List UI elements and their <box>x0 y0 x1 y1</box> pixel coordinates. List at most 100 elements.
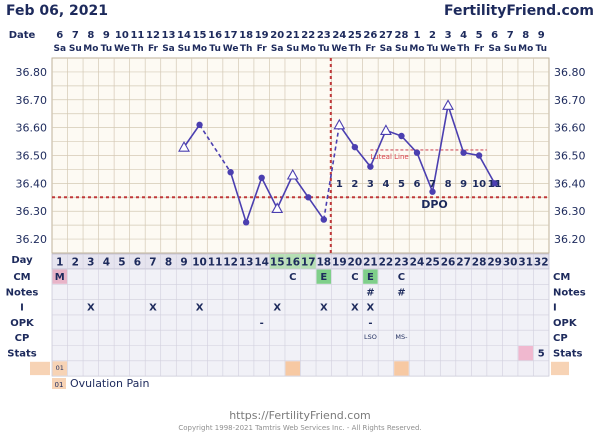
weekday-label: Tu <box>427 44 439 54</box>
cycle-day-label: 20 <box>348 257 363 269</box>
legend-text: Ovulation Pain <box>70 377 149 390</box>
cycle-day-label: 32 <box>534 257 549 269</box>
y-tick-left: 36.40 <box>16 177 48 190</box>
table-cell-value: LSO <box>364 333 377 341</box>
table-cell-value: 5 <box>538 349 545 360</box>
temperature-point <box>351 143 359 151</box>
weekday-label: Mo <box>83 44 98 54</box>
cycle-day-label: 14 <box>254 257 269 269</box>
date-label: 19 <box>255 30 269 41</box>
weekday-label: Fr <box>365 44 376 54</box>
temperature-point-open <box>178 141 190 152</box>
row-tab-right <box>551 361 569 376</box>
table-cell-value: C <box>398 272 405 283</box>
row-label-right: CP <box>553 333 568 344</box>
weekday-label: We <box>440 44 456 54</box>
row-label-right: Notes <box>553 287 586 298</box>
date-label: 24 <box>332 30 346 41</box>
weekday-label: Tu <box>318 44 330 54</box>
dpo-number: 8 <box>445 179 452 190</box>
row-tab-left <box>30 361 50 376</box>
date-label: 4 <box>460 30 467 41</box>
weekday-label: Mo <box>192 44 207 54</box>
temperature-series <box>178 99 498 226</box>
temperature-point <box>429 188 436 195</box>
temperature-point <box>320 216 327 223</box>
y-tick-right: 36.70 <box>554 94 586 107</box>
date-label: 8 <box>522 30 529 41</box>
temperature-line-segment <box>198 124 232 173</box>
y-axis-ticks: 36.80 36.80 36.70 36.70 36.60 36.60 36.50 36.50… <box>16 66 586 246</box>
weekday-label: Th <box>240 44 253 54</box>
table-cell-value: X <box>320 303 328 314</box>
dpo-number: 1 <box>336 179 343 190</box>
cycle-day-label: 25 <box>425 257 440 269</box>
cycle-day-label: 31 <box>518 257 533 269</box>
row-label-right: CM <box>553 272 570 283</box>
table-cell-value: X <box>351 303 359 314</box>
dpo-number: 3 <box>367 179 374 190</box>
table-cell-value: - <box>368 318 372 329</box>
date-label: 22 <box>301 30 315 41</box>
highlighted-cell <box>518 346 533 361</box>
date-row-label: Date <box>9 30 36 41</box>
table-cell-value: MS- <box>395 333 408 341</box>
table-cell-value: E <box>367 272 374 283</box>
dpo-number: 6 <box>414 179 421 190</box>
weekday-label: Su <box>69 44 82 54</box>
date-label: 26 <box>363 30 377 41</box>
weekday-label: Mo <box>301 44 316 54</box>
table-cell-value: X <box>196 303 204 314</box>
temperature-point <box>398 132 405 140</box>
weekday-label: Tu <box>209 44 221 54</box>
day-row-label: Day <box>11 255 33 266</box>
table-cell-value: 01 <box>56 364 64 372</box>
dpo-number: 9 <box>460 179 467 190</box>
y-tick-left: 36.30 <box>16 205 48 218</box>
weekday-label: Su <box>504 44 517 54</box>
cycle-day-label: 12 <box>223 257 238 269</box>
temperature-line-segment <box>323 124 341 220</box>
cycle-day-label: 18 <box>316 257 331 269</box>
weekday-label: Sa <box>380 44 393 54</box>
temperature-point-open <box>442 99 454 110</box>
table-cell-value: X <box>149 303 157 314</box>
weekday-label: Sa <box>162 44 175 54</box>
y-tick-left: 36.60 <box>16 122 48 135</box>
temperature-point <box>196 121 203 129</box>
temperature-point-open <box>333 118 346 130</box>
date-label: 27 <box>379 30 393 41</box>
fertile-day-cell <box>300 254 317 269</box>
y-tick-left: 36.70 <box>16 94 48 107</box>
date-label: 9 <box>103 30 110 41</box>
fertile-day-cell <box>284 254 301 269</box>
row-label-left: CM <box>13 272 30 283</box>
row-label-left: OPK <box>10 318 35 329</box>
weekday-label: Th <box>457 44 470 54</box>
chart-date: Feb 06, 2021 <box>6 3 108 19</box>
cycle-day-label: 1 <box>56 257 63 269</box>
date-label: 5 <box>476 30 483 41</box>
row-label-right: OPK <box>553 318 578 329</box>
cycle-day-label: 10 <box>192 257 207 269</box>
table-cell-value: # <box>366 287 374 298</box>
cycle-day-label: 22 <box>379 257 394 269</box>
weekday-label: Th <box>349 44 362 54</box>
dpo-number: 5 <box>398 179 405 190</box>
cycle-day-label: 27 <box>456 257 471 269</box>
cycle-day-label: 15 <box>270 257 285 269</box>
cycle-day-label: 3 <box>87 257 94 269</box>
footer-url[interactable]: https://FertilityFriend.com <box>229 409 371 422</box>
y-tick-left: 36.80 <box>16 66 48 79</box>
date-row: 6 7 8 9 10 11 12 13 14 15 16 17 18 19 20 21 22 23 24 25 26 27… <box>53 30 547 54</box>
date-label: 13 <box>162 30 176 41</box>
weekday-label: Th <box>131 44 144 54</box>
table-cell-value: C <box>351 272 358 283</box>
date-label: 1 <box>414 30 421 41</box>
date-label: 11 <box>130 30 144 41</box>
weekday-label: Fr <box>257 44 268 54</box>
weekday-label: Mo <box>409 44 424 54</box>
dpo-number: 7 <box>429 179 436 190</box>
weekday-label: Sa <box>53 44 66 54</box>
date-label: 12 <box>146 30 160 41</box>
